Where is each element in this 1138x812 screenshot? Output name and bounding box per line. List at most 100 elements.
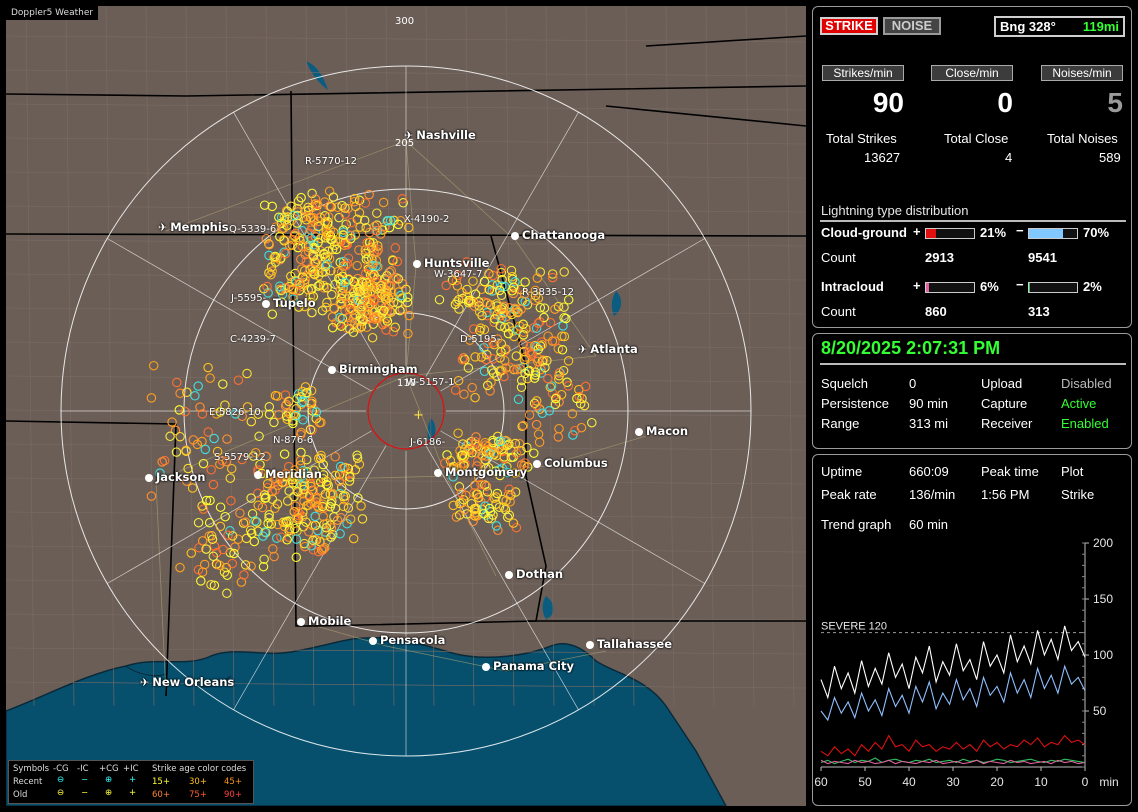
strike-mark xyxy=(322,259,332,270)
persistence-label: Persistence xyxy=(821,396,889,411)
strike-mark xyxy=(309,257,320,267)
strike-mark xyxy=(335,461,346,472)
strike-mark xyxy=(502,467,513,478)
ic-count-label: Count xyxy=(821,304,856,319)
strike-mark xyxy=(511,522,522,533)
strike-mark xyxy=(266,269,276,280)
noises-per-min-value: 5 xyxy=(1107,87,1123,118)
noise-mode-button[interactable]: NOISE xyxy=(883,17,941,35)
strike-mark xyxy=(209,433,219,444)
strike-mark xyxy=(520,296,531,307)
strike-mark xyxy=(488,354,498,364)
strike-mark xyxy=(295,455,306,466)
strike-mark xyxy=(498,502,509,512)
strike-mark xyxy=(307,188,317,199)
cg-negative-pct: 70% xyxy=(1083,225,1110,240)
strike-mark xyxy=(346,317,357,327)
strike-mark xyxy=(539,312,549,323)
plot-label: Plot xyxy=(1061,464,1084,479)
peak-rate-label: Peak rate xyxy=(821,487,877,502)
strike-mark xyxy=(284,486,294,496)
strike-mark xyxy=(452,297,462,307)
strike-mark xyxy=(488,368,499,378)
strike-mark xyxy=(378,197,389,208)
highway xyxy=(155,480,167,697)
strike-mark xyxy=(454,304,464,314)
strike-mark xyxy=(313,237,323,248)
lightning-map[interactable]: + Doppler5 Weather ✈ Nashville ✈ Memphis Cha… xyxy=(6,6,806,806)
strike-mark xyxy=(284,396,294,407)
strike-mark xyxy=(499,301,509,312)
strike-mark xyxy=(307,222,317,232)
state-border xyxy=(6,85,806,97)
strike-mark xyxy=(532,400,542,411)
strike-mark xyxy=(495,436,506,447)
trend-panel: Uptime 660:09 Peak time Plot Peak rate 1… xyxy=(812,454,1132,806)
strike-mark xyxy=(531,396,542,406)
storm-cell-label: J-5595- xyxy=(231,293,267,304)
capture-label: Capture xyxy=(981,396,1028,411)
strike-mark xyxy=(309,405,320,415)
y-tick-label: 200 xyxy=(1093,536,1113,550)
strike-mark xyxy=(240,517,251,527)
range-value: 313 mi xyxy=(909,416,949,431)
strike-mark xyxy=(511,448,522,459)
strike-mark xyxy=(382,316,393,326)
city-dot-icon xyxy=(328,366,336,374)
strike-mark xyxy=(452,281,463,291)
strike-mark xyxy=(323,480,333,491)
airport-icon: ✈ xyxy=(578,343,588,356)
strike-mark xyxy=(492,280,503,290)
strike-mark xyxy=(441,280,451,291)
ic-positive-count: 860 xyxy=(925,304,947,319)
strike-mark xyxy=(482,380,493,391)
strike-mark xyxy=(498,309,508,319)
strike-mark xyxy=(197,501,207,511)
bearing-readout: Bng 328° 119mi xyxy=(994,16,1125,37)
strike-mark xyxy=(367,254,377,264)
strike-mark xyxy=(340,462,350,473)
strike-mark xyxy=(302,490,313,500)
strike-mark xyxy=(272,533,282,543)
strike-mark xyxy=(550,399,561,410)
strike-mark xyxy=(480,437,490,448)
cg-count-label: Count xyxy=(821,250,856,265)
strike-mark xyxy=(557,345,568,355)
strike-mark xyxy=(369,221,380,232)
strike-mark xyxy=(299,301,310,312)
legend-col-neg-ic: -IC xyxy=(77,764,89,774)
strike-mark xyxy=(506,490,516,500)
strike-mark xyxy=(493,525,503,536)
strike-mark xyxy=(229,548,239,559)
strike-mark xyxy=(513,307,523,317)
legend-col-pos-cg: +CG xyxy=(99,764,119,774)
strike-mark xyxy=(288,291,298,302)
strike-mark xyxy=(472,461,482,471)
state-border xyxy=(315,235,547,627)
strike-mark xyxy=(484,503,495,514)
plot-value[interactable]: Strike xyxy=(1061,487,1095,502)
bearing-spoke xyxy=(440,238,705,392)
strike-mark xyxy=(205,373,215,383)
strike-mark xyxy=(481,481,492,492)
strike-mark xyxy=(338,491,349,502)
strike-mark xyxy=(355,286,366,296)
strike-mark xyxy=(339,292,349,302)
strike-mark xyxy=(511,305,521,315)
strike-mark xyxy=(170,425,181,436)
county-line xyxy=(745,6,755,707)
strike-mark xyxy=(535,302,546,313)
strike-mark xyxy=(200,444,211,455)
strike-mark xyxy=(282,496,293,506)
strike-mode-button[interactable]: STRIKE xyxy=(820,17,878,35)
strike-mark xyxy=(448,500,459,511)
bearing-spoke xyxy=(107,430,372,584)
strike-mark xyxy=(517,421,527,432)
strike-mark xyxy=(390,322,400,333)
strike-mark xyxy=(490,314,500,324)
strike-mark xyxy=(320,261,331,272)
receiver-label: Receiver xyxy=(981,416,1033,431)
symbol-legend: Symbols -CG -IC +CG +IC Strike age color… xyxy=(8,760,254,804)
strike-mark xyxy=(456,488,467,498)
strike-mark xyxy=(337,200,347,211)
